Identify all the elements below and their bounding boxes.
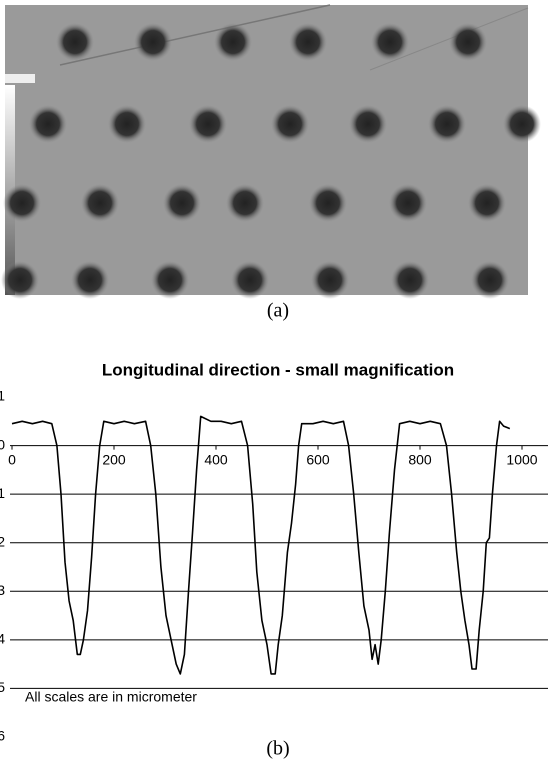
- pore: [231, 261, 269, 299]
- chart-title: Longitudinal direction - small magnifica…: [102, 360, 454, 379]
- pore: [56, 23, 94, 61]
- y-tick-label: -3: [0, 582, 5, 598]
- pore: [371, 23, 409, 61]
- pore: [391, 261, 429, 299]
- pore: [3, 184, 41, 222]
- y-tick-label: -6: [0, 728, 5, 744]
- x-tick-label: 200: [102, 451, 126, 467]
- x-tick-label: 0: [8, 451, 16, 467]
- pore: [81, 184, 119, 222]
- pore: [189, 105, 227, 143]
- pore: [271, 105, 309, 143]
- pore: [349, 105, 387, 143]
- pore: [311, 261, 349, 299]
- x-tick-label: 800: [408, 451, 432, 467]
- pore: [471, 261, 509, 299]
- pore: [151, 261, 189, 299]
- pore: [449, 23, 487, 61]
- x-tick-label: 1000: [506, 451, 537, 467]
- y-tick-label: 0: [0, 436, 5, 452]
- pore: [163, 184, 201, 222]
- pore: [428, 105, 466, 143]
- y-tick-label: -1: [0, 485, 5, 501]
- y-tick-label: -4: [0, 631, 5, 647]
- pore: [289, 23, 327, 61]
- pore: [214, 23, 252, 61]
- pore: [1, 261, 39, 299]
- pore: [468, 184, 506, 222]
- x-tick-label: 600: [306, 451, 330, 467]
- pore: [134, 23, 172, 61]
- annotation: All scales are in micrometer: [25, 689, 197, 705]
- y-tick-label: -2: [0, 533, 5, 549]
- profile-line: [12, 416, 510, 674]
- figure: (a) Longitudinal direction - small magni…: [0, 0, 556, 764]
- pore: [29, 105, 67, 143]
- y-tick-label: 1: [0, 388, 5, 404]
- pore: [309, 184, 347, 222]
- caption: (b): [266, 738, 289, 760]
- pore: [108, 105, 146, 143]
- caption: (a): [267, 300, 289, 322]
- pore: [503, 105, 541, 143]
- pore: [226, 184, 264, 222]
- pore: [71, 261, 109, 299]
- pore: [389, 184, 427, 222]
- y-tick-label: -5: [0, 679, 5, 695]
- x-tick-label: 400: [204, 451, 228, 467]
- micrograph: [1, 5, 541, 299]
